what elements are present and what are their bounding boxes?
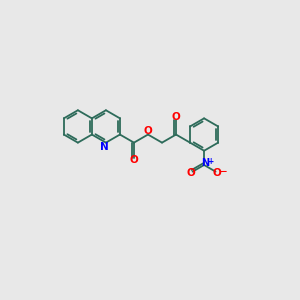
Text: O: O <box>187 168 196 178</box>
Text: N: N <box>100 142 109 152</box>
Text: N: N <box>201 158 209 168</box>
Text: O: O <box>172 112 180 122</box>
Text: O: O <box>213 168 221 178</box>
Text: −: − <box>220 167 227 176</box>
Text: +: + <box>207 157 214 166</box>
Text: O: O <box>144 126 152 136</box>
Text: O: O <box>130 155 138 166</box>
